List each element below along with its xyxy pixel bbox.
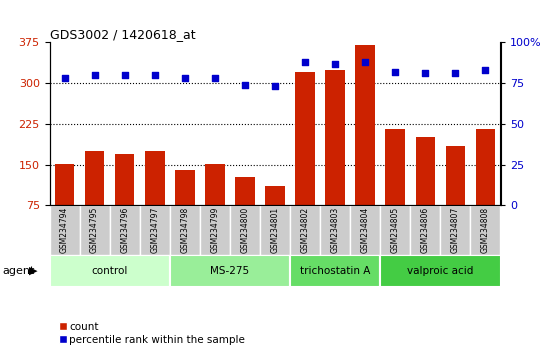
Bar — [85, 151, 104, 205]
Text: GDS3002 / 1420618_at: GDS3002 / 1420618_at — [50, 28, 195, 41]
Text: GSM234794: GSM234794 — [60, 207, 69, 253]
Point — [391, 69, 400, 75]
Bar — [50, 205, 80, 255]
Text: GSM234804: GSM234804 — [361, 207, 370, 253]
Bar — [109, 205, 140, 255]
Point — [481, 67, 490, 73]
Bar — [441, 205, 470, 255]
Point — [331, 61, 339, 67]
Bar — [470, 205, 500, 255]
Bar — [350, 205, 380, 255]
Bar — [326, 70, 345, 205]
Bar — [446, 145, 465, 205]
Text: control: control — [91, 266, 128, 276]
Point — [361, 59, 370, 65]
Text: valproic acid: valproic acid — [407, 266, 474, 276]
Bar — [80, 205, 109, 255]
Text: GSM234796: GSM234796 — [120, 207, 129, 253]
Bar — [386, 129, 405, 205]
Bar — [410, 205, 441, 255]
Text: GSM234801: GSM234801 — [271, 207, 279, 253]
Point — [150, 72, 159, 78]
Text: ▶: ▶ — [29, 266, 37, 276]
Text: GSM234803: GSM234803 — [331, 207, 340, 253]
Text: GSM234808: GSM234808 — [481, 207, 490, 253]
Point — [211, 75, 219, 81]
Bar — [265, 186, 285, 205]
Bar — [235, 177, 255, 205]
Text: GSM234802: GSM234802 — [300, 207, 310, 253]
Bar — [140, 205, 170, 255]
Bar — [115, 154, 134, 205]
Bar — [355, 45, 375, 205]
Bar — [380, 255, 500, 287]
Text: GSM234797: GSM234797 — [150, 207, 159, 253]
Text: MS-275: MS-275 — [210, 266, 250, 276]
Point — [301, 59, 310, 65]
Text: GSM234798: GSM234798 — [180, 207, 189, 253]
Bar — [290, 205, 320, 255]
Text: GSM234795: GSM234795 — [90, 207, 99, 253]
Text: agent: agent — [3, 266, 35, 276]
Text: GSM234800: GSM234800 — [240, 207, 250, 253]
Point — [451, 70, 460, 76]
Text: GSM234805: GSM234805 — [390, 207, 400, 253]
Bar — [170, 205, 200, 255]
Text: GSM234807: GSM234807 — [451, 207, 460, 253]
Point — [120, 72, 129, 78]
Bar — [320, 205, 350, 255]
Legend: count, percentile rank within the sample: count, percentile rank within the sample — [54, 317, 249, 349]
Bar — [175, 170, 195, 205]
Bar — [200, 205, 230, 255]
Text: GSM234806: GSM234806 — [421, 207, 430, 253]
Bar — [260, 205, 290, 255]
Bar — [205, 164, 224, 205]
Bar — [55, 164, 74, 205]
Bar — [50, 255, 170, 287]
Text: trichostatin A: trichostatin A — [300, 266, 370, 276]
Text: GSM234799: GSM234799 — [210, 207, 219, 253]
Bar — [290, 255, 380, 287]
Bar — [145, 151, 164, 205]
Bar — [170, 255, 290, 287]
Bar — [295, 72, 315, 205]
Point — [271, 84, 279, 89]
Bar — [380, 205, 410, 255]
Bar — [476, 129, 495, 205]
Point — [60, 75, 69, 81]
Point — [240, 82, 249, 88]
Bar — [416, 137, 435, 205]
Point — [421, 70, 430, 76]
Point — [90, 72, 99, 78]
Point — [180, 75, 189, 81]
Bar — [230, 205, 260, 255]
